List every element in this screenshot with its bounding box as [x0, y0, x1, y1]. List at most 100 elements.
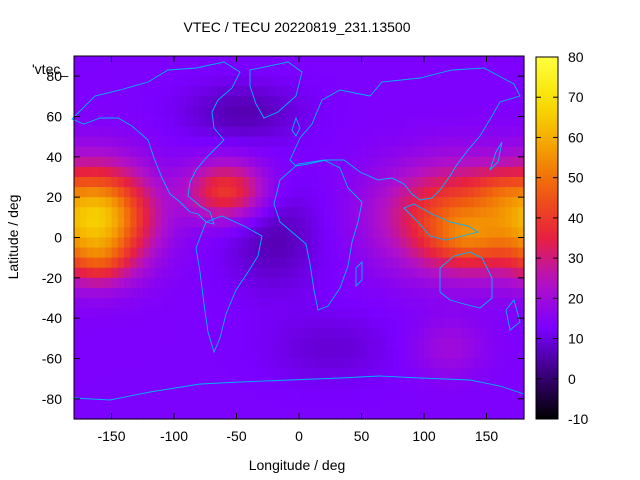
heat-cell	[274, 298, 281, 309]
heat-cell	[117, 368, 125, 380]
heat-cell	[124, 106, 131, 118]
heat-cell	[86, 207, 94, 218]
heat-cell	[161, 318, 169, 329]
heat-cell	[417, 277, 425, 289]
heat-cell	[499, 287, 506, 299]
heat-cell	[424, 146, 431, 158]
heat-cell	[142, 368, 150, 380]
heat-cell	[199, 116, 206, 128]
heat-cell	[105, 207, 113, 218]
heat-cell	[449, 237, 456, 249]
heat-cell	[380, 126, 388, 138]
heat-cell	[449, 277, 456, 289]
heat-cell	[342, 398, 350, 410]
heat-cell	[436, 257, 444, 269]
heat-cell	[442, 338, 450, 350]
heat-cell	[211, 116, 219, 128]
heat-cell	[267, 66, 275, 77]
heat-cell	[317, 237, 325, 249]
heat-cell	[142, 116, 150, 128]
heat-cell	[92, 207, 100, 218]
heat-cell	[224, 136, 231, 148]
heat-cell	[374, 66, 381, 77]
heat-cell	[161, 146, 169, 158]
heat-cell	[455, 197, 463, 208]
heat-cell	[155, 126, 163, 138]
heat-cell	[161, 106, 169, 118]
heat-cell	[499, 348, 506, 360]
heat-cell	[324, 56, 331, 67]
heat-cell	[186, 166, 194, 178]
heat-cell	[249, 177, 256, 188]
heat-cell	[517, 86, 525, 97]
heat-cell	[124, 177, 131, 188]
heat-cell	[267, 408, 275, 420]
heat-cell	[211, 166, 219, 178]
heat-cell	[286, 136, 294, 148]
heat-cell	[286, 247, 294, 259]
heat-cell	[211, 187, 219, 198]
heat-cell	[192, 277, 200, 289]
heat-cell	[80, 338, 88, 350]
heat-cell	[492, 308, 500, 319]
heat-cell	[192, 247, 200, 259]
heat-cell	[111, 398, 119, 410]
heat-cell	[86, 368, 94, 380]
heat-cell	[305, 197, 313, 208]
heat-cell	[430, 298, 438, 309]
heat-cell	[149, 348, 156, 360]
heat-cell	[361, 398, 369, 410]
heat-cell	[492, 166, 500, 178]
heat-cell	[474, 156, 481, 168]
heat-cell	[311, 368, 319, 380]
heat-cell	[511, 308, 519, 319]
heat-cell	[374, 358, 381, 370]
heat-cell	[86, 146, 94, 158]
heat-cell	[474, 66, 481, 77]
heat-cell	[511, 177, 519, 188]
heat-cell	[411, 227, 419, 239]
heat-cell	[342, 166, 350, 178]
heat-cell	[511, 328, 519, 339]
heat-cell	[349, 257, 356, 269]
heat-cell	[424, 257, 431, 269]
heat-cell	[286, 156, 294, 168]
heat-cell	[467, 227, 475, 239]
heat-cell	[99, 398, 106, 410]
heat-cell	[230, 277, 238, 289]
heat-cell	[361, 298, 369, 309]
heat-cell	[86, 56, 94, 67]
heat-cell	[474, 166, 481, 178]
heat-cell	[80, 166, 88, 178]
heat-cell	[161, 358, 169, 370]
heat-cell	[355, 76, 363, 87]
heat-cell	[367, 166, 375, 178]
heat-cell	[305, 237, 313, 249]
heat-cell	[274, 408, 281, 420]
heat-cell	[117, 116, 125, 128]
heat-cell	[424, 106, 431, 118]
heat-cell	[236, 388, 244, 400]
heat-cell	[130, 177, 138, 188]
heat-cell	[461, 277, 469, 289]
heat-cell	[261, 287, 269, 299]
heat-cell	[317, 207, 325, 218]
heat-cell	[255, 388, 263, 400]
heat-cell	[311, 187, 319, 198]
heat-cell	[224, 398, 231, 410]
heat-cell	[511, 287, 519, 299]
heat-cell	[267, 96, 275, 108]
heat-cell	[186, 247, 194, 259]
heat-cell	[367, 126, 375, 138]
heat-cell	[224, 368, 231, 380]
heat-cell	[305, 207, 313, 218]
heat-cell	[449, 207, 456, 218]
heat-cell	[292, 106, 300, 118]
heat-cell	[430, 197, 438, 208]
heat-cell	[374, 227, 381, 239]
heat-cell	[167, 56, 175, 67]
heat-cell	[367, 398, 375, 410]
heat-cell	[224, 166, 231, 178]
heat-cell	[474, 187, 481, 198]
heat-cell	[167, 287, 175, 299]
